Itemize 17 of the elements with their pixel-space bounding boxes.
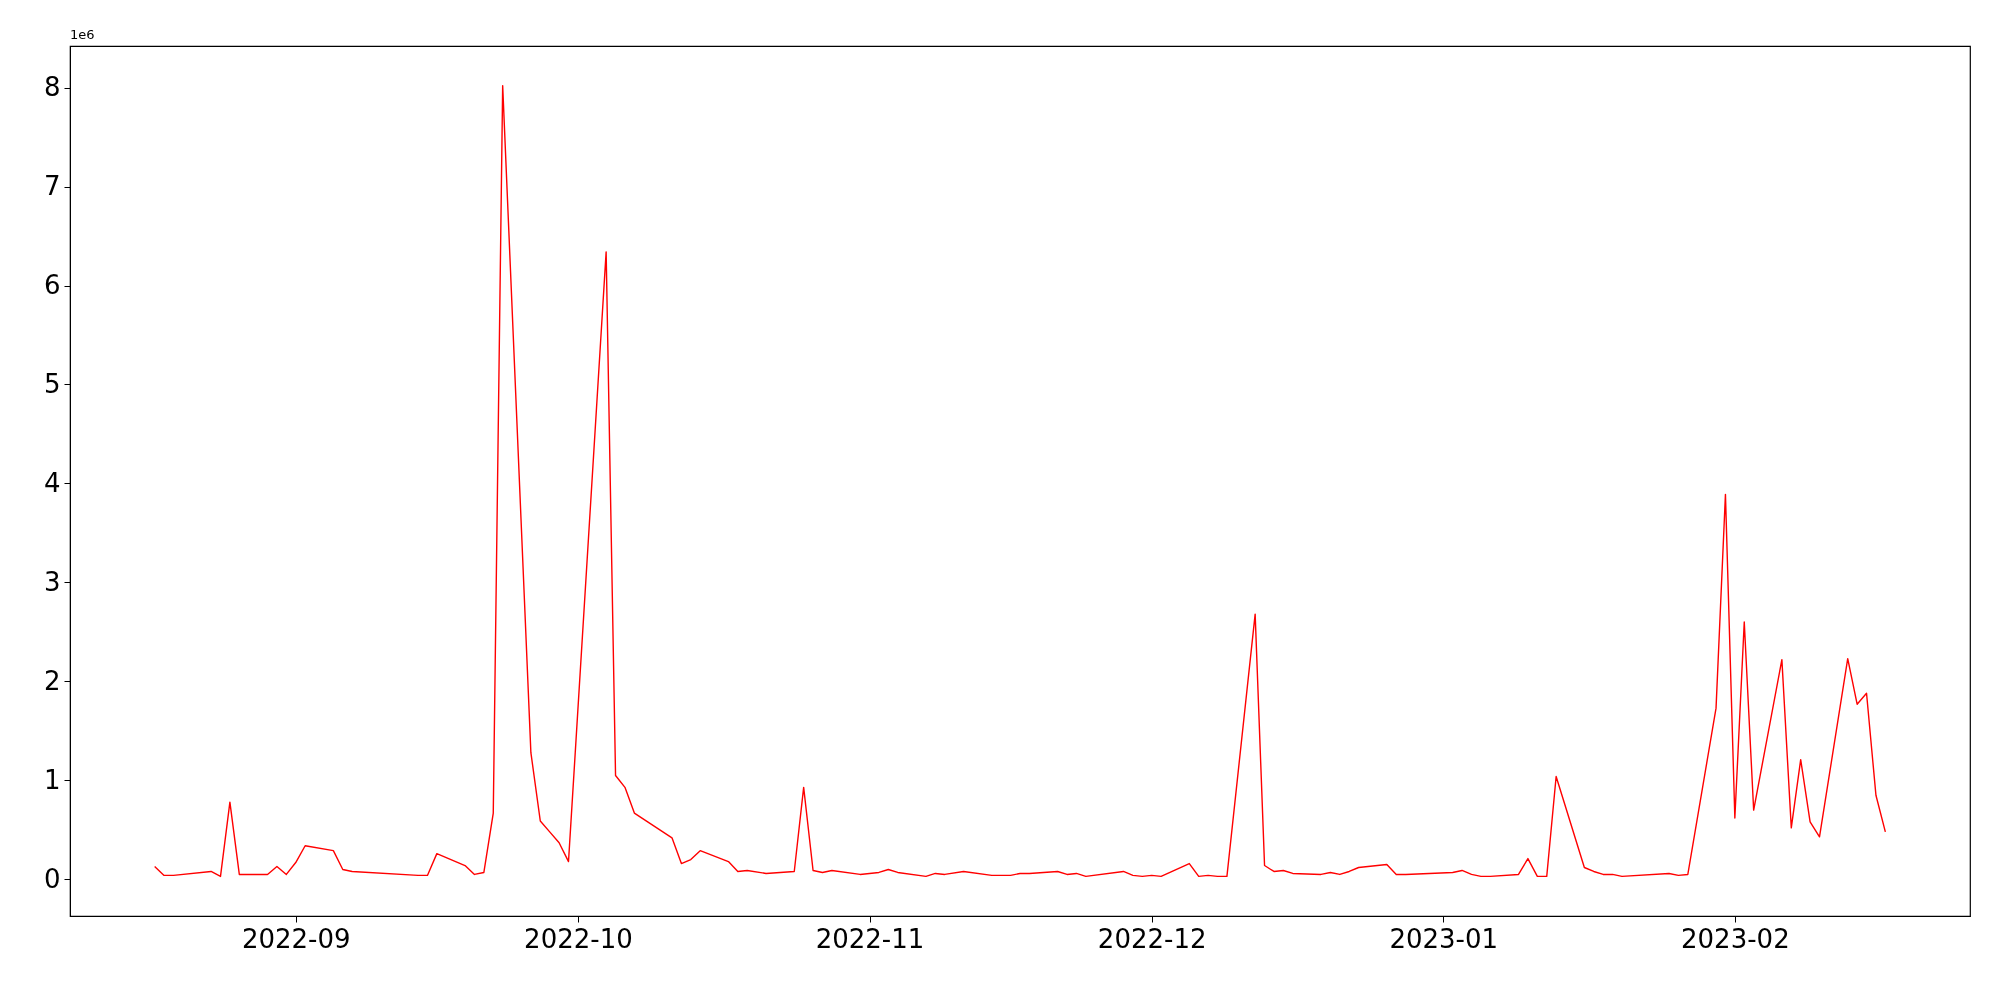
x-tick-label: 2022-12 bbox=[1097, 923, 1207, 954]
x-tick-label: 2023-02 bbox=[1681, 923, 1790, 954]
y-tick-label: 0 bbox=[43, 863, 61, 894]
x-tick-label: 2022-10 bbox=[524, 923, 633, 954]
y-tick-label: 8 bbox=[43, 72, 61, 103]
line-series bbox=[153, 84, 1887, 878]
y-tick-label: 5 bbox=[43, 369, 61, 399]
y-tick-label: 2 bbox=[43, 665, 61, 696]
text: 1e6 bbox=[70, 27, 95, 42]
x-tick-label: 2022-09 bbox=[241, 923, 351, 954]
y-tick-label: 4 bbox=[43, 467, 61, 498]
y-tick-label: 3 bbox=[43, 566, 61, 597]
x-tick-label: 2022-11 bbox=[815, 923, 925, 954]
y-tick-label: 7 bbox=[43, 171, 61, 202]
y-tick-label: 6 bbox=[43, 270, 61, 301]
y-tick-label: 1 bbox=[43, 764, 61, 795]
x-tick-label: 2023-01 bbox=[1389, 923, 1499, 954]
